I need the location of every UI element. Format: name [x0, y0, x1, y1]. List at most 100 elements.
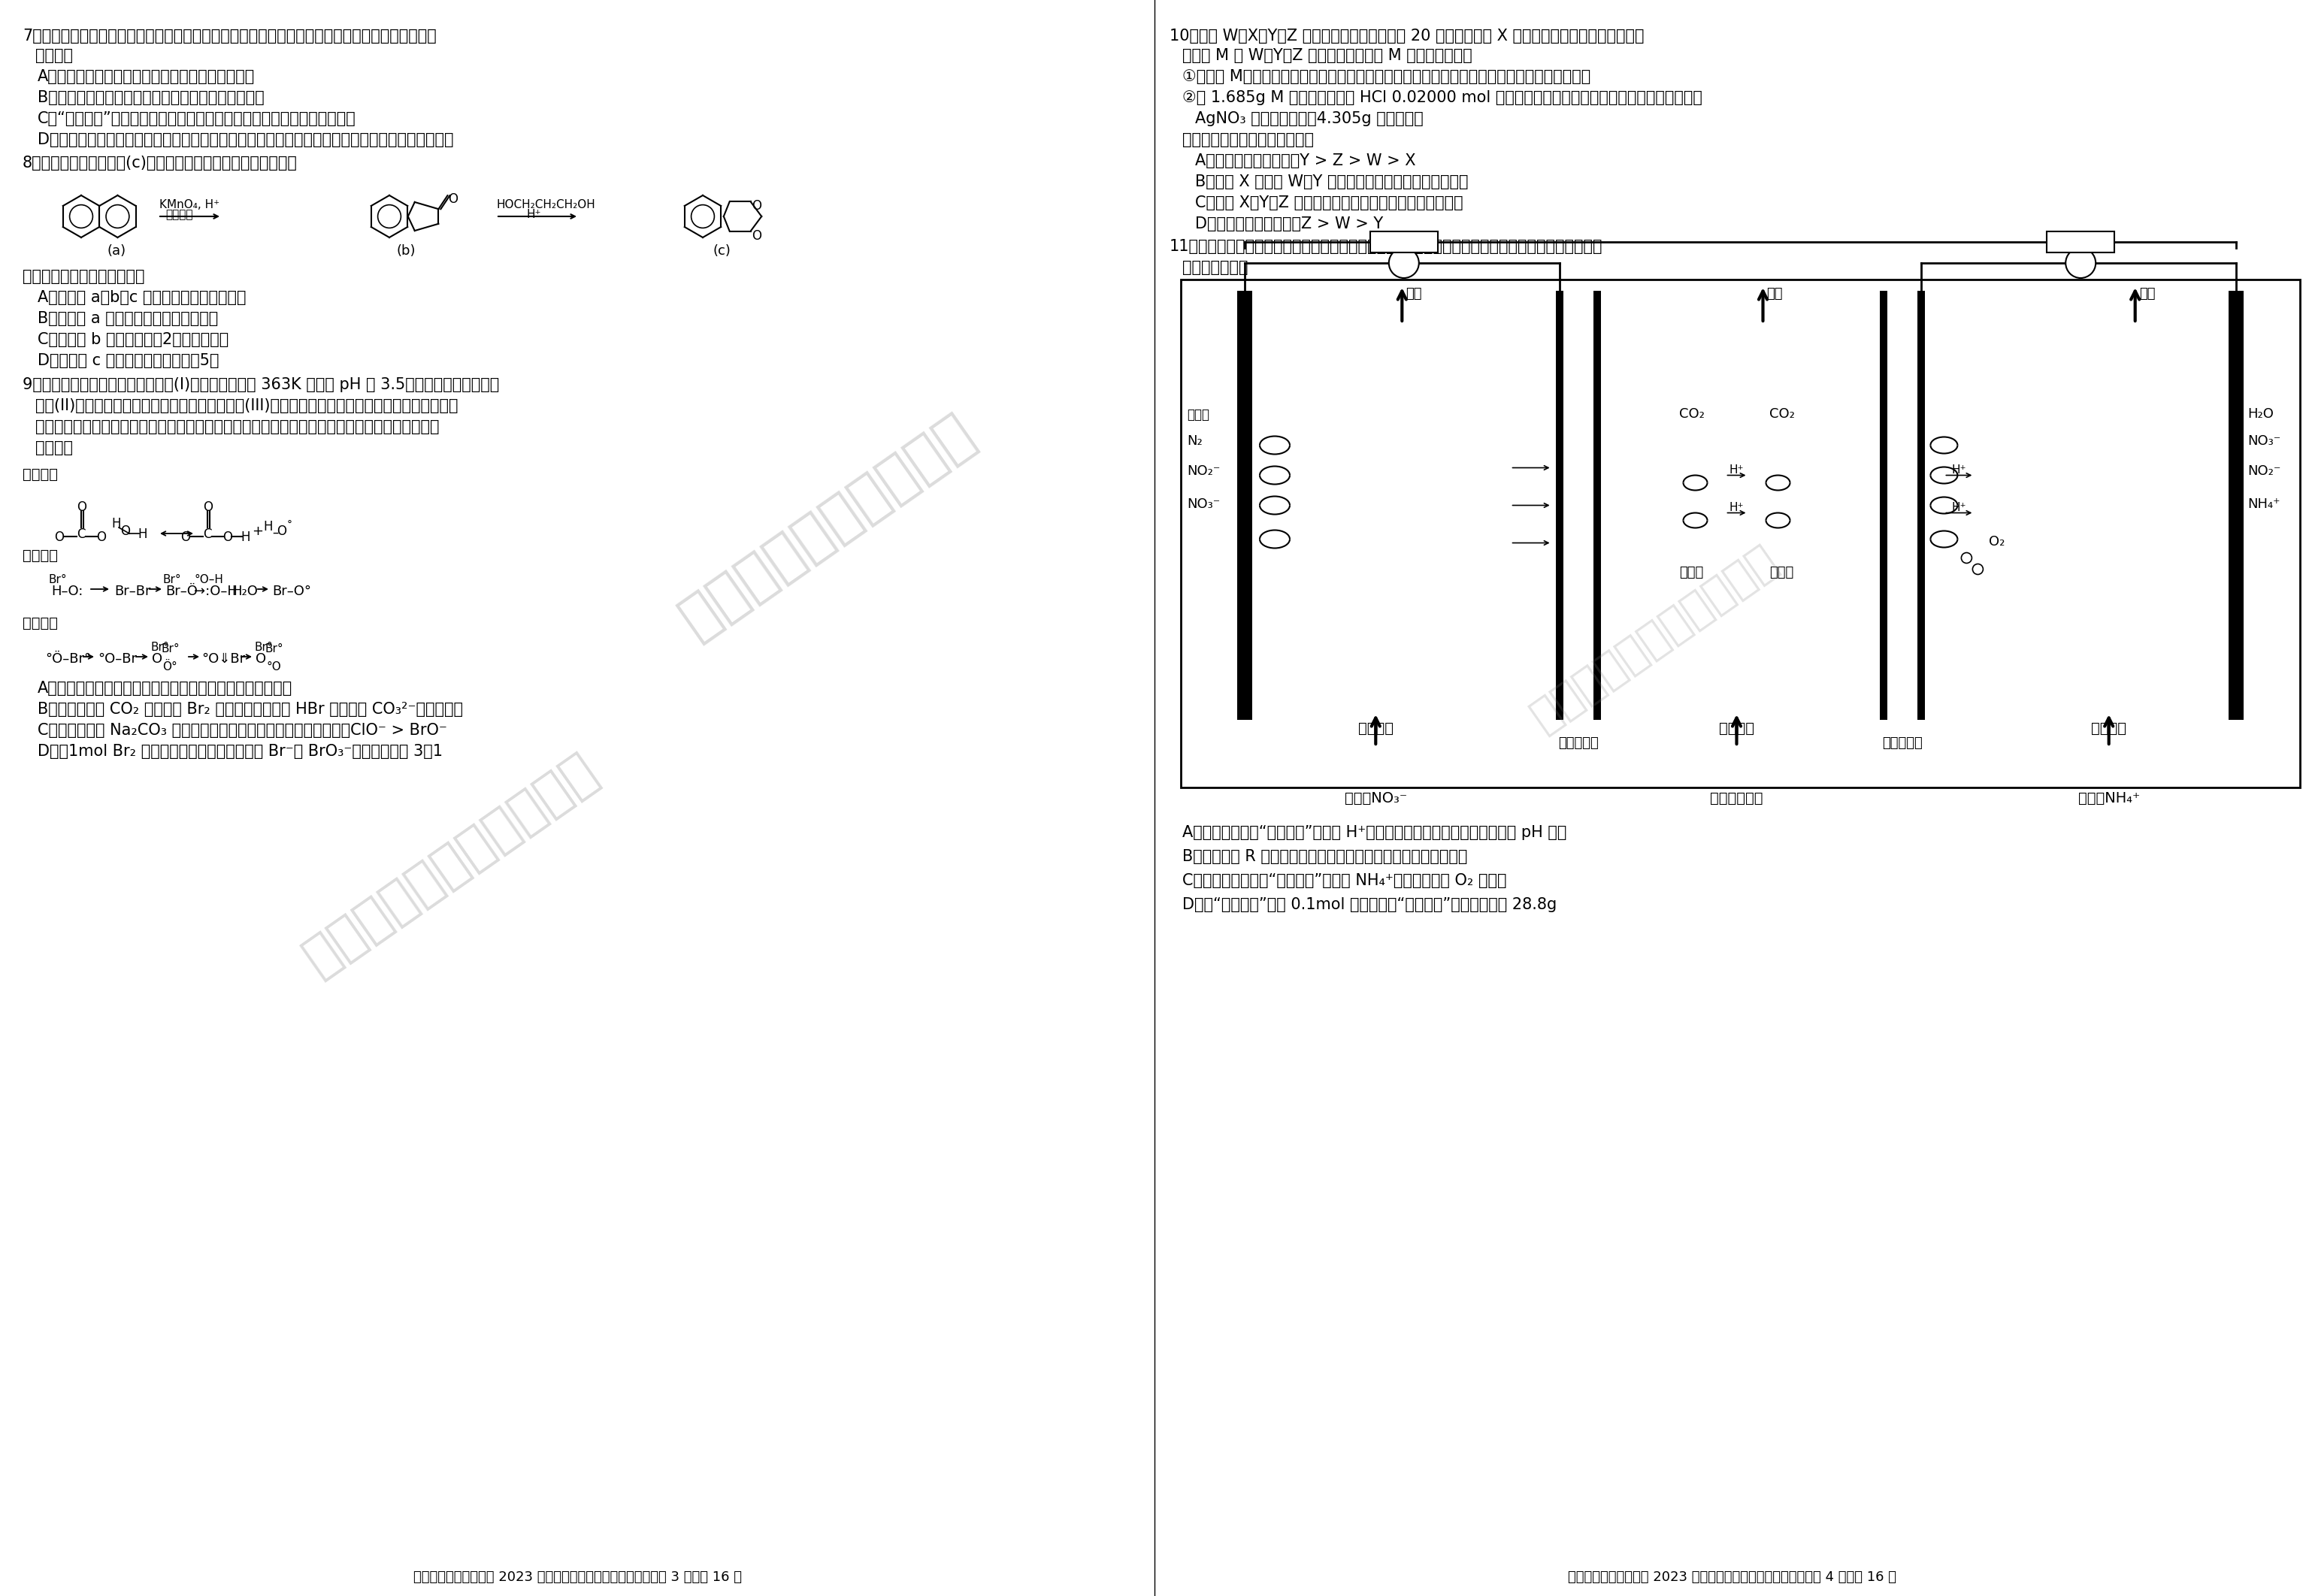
Text: KMnO₄, H⁺: KMnO₄, H⁺	[159, 200, 219, 211]
Text: O: O	[76, 501, 85, 514]
Text: →:O–H: →:O–H	[194, 584, 238, 598]
Text: 第三步：: 第三步：	[23, 616, 58, 630]
Text: O: O	[152, 653, 162, 666]
Text: A．玻璃钒中的主要成分玻璃纤维是无机非金属材料: A．玻璃钒中的主要成分玻璃纤维是无机非金属材料	[37, 69, 254, 85]
Text: O: O	[277, 525, 286, 538]
Text: O: O	[203, 501, 212, 514]
Text: H₂O: H₂O	[231, 584, 259, 598]
Text: NO₂⁻: NO₂⁻	[1187, 464, 1219, 477]
Text: C: C	[203, 528, 212, 541]
Text: H⁺: H⁺	[1729, 503, 1743, 514]
Text: ①取适量 M，加水完全溶解，无气体产生；进行焊色反应，透过蓝色钑玻璃观察到火焊呈紫色；: ①取适量 M，加水完全溶解，无气体产生；进行焊色反应，透过蓝色钑玻璃观察到火焊呈…	[1182, 69, 1591, 85]
Text: 第一步：: 第一步：	[23, 468, 58, 482]
Text: （　　）: （ ）	[35, 48, 74, 64]
Text: D．核酸是生物体遗传信息的载体，通过红外光谱仪可检测其结构中存在单键、双键、氢键等化学键: D．核酸是生物体遗传信息的载体，通过红外光谱仪可检测其结构中存在单键、双键、氢键…	[37, 132, 453, 147]
Text: °O–H: °O–H	[194, 575, 224, 586]
Text: (b): (b)	[397, 244, 416, 257]
Text: A．电池工作时，“厌氧阳极”产生的 H⁺会向左右两个阴极移动，导致阳极区 pH 增大: A．电池工作时，“厌氧阳极”产生的 H⁺会向左右两个阴极移动，导致阳极区 pH …	[1182, 825, 1568, 839]
Text: 来；(II)再用空气把滨吹出并用碳酸鑙溶液吸收；(III)最后再用票酸酸化，单质滨又从溶液中析出。: 来；(II)再用空气把滨吹出并用碳酸鑙溶液吸收；(III)最后再用票酸酸化，单质…	[35, 399, 457, 413]
Text: A．由反应机理可知整个反应过程只涉及极性键的断裂和形成: A．由反应机理可知整个反应过程只涉及极性键的断裂和形成	[37, 681, 293, 696]
Text: °O: °O	[266, 661, 282, 672]
Text: B．若两电阻 R 相同，则电池工作时，两电压表的读数可能不相同: B．若两电阻 R 相同，则电池工作时，两电压表的读数可能不相同	[1182, 849, 1469, 863]
Text: A．化合物 a、b、c 均能使酸性高锶酸钙褂色: A．化合物 a、b、c 均能使酸性高锶酸钙褂色	[37, 290, 247, 305]
Text: C: C	[76, 528, 85, 541]
Text: D．化合物 c 中环上的一氯代物共有5种: D．化合物 c 中环上的一氯代物共有5种	[37, 353, 219, 369]
Text: 一定条件: 一定条件	[166, 209, 192, 220]
Text: H–O:: H–O:	[51, 584, 83, 598]
Text: C．化合物 b 完全氢化后有2个手性碳原子: C．化合物 b 完全氢化后有2个手性碳原子	[37, 332, 229, 348]
Text: D．刷1mol Br₂ 完全参与上述反应后，产生的 Br⁻与 BrO₃⁻的个数之比为 3：1: D．刷1mol Br₂ 完全参与上述反应后，产生的 Br⁻与 BrO₃⁻的个数之…	[37, 744, 443, 760]
Text: ②取 1.685g M 溶于水，加入含 HCl 0.02000 mol 的盐酸恰好中和；中和后的溶液与硝酸酸化的过量: ②取 1.685g M 溶于水，加入含 HCl 0.02000 mol 的盐酸恰…	[1182, 89, 1702, 105]
Text: 进水：NO₃⁻: 进水：NO₃⁻	[1344, 792, 1406, 806]
Text: O₂: O₂	[1988, 535, 2004, 549]
Text: H: H	[263, 520, 272, 533]
Text: 生物膜: 生物膜	[1187, 407, 1210, 421]
Text: 第二步：: 第二步：	[23, 549, 58, 563]
Text: B．反应产生的 CO₂ 主要是由 Br₂ 在水溶液中产生的 HBr 与溶液中 CO₃²⁻反应生成的: B．反应产生的 CO₂ 主要是由 Br₂ 在水溶液中产生的 HBr 与溶液中 C…	[37, 702, 464, 717]
Text: HOCH₂CH₂CH₂OH: HOCH₂CH₂CH₂OH	[496, 200, 596, 211]
Text: V: V	[2076, 257, 2085, 270]
Text: H⁺: H⁺	[526, 209, 540, 220]
Text: （　　）: （ ）	[35, 440, 74, 455]
Text: 葡萄糖: 葡萄糖	[1769, 565, 1794, 579]
Text: Br°: Br°	[266, 643, 284, 654]
Text: Br°: Br°	[150, 642, 169, 653]
Text: H⁺: H⁺	[1951, 503, 1967, 514]
Text: AgNO₃ 溶液反应，得到4.305g 白色沉淠。: AgNO₃ 溶液反应，得到4.305g 白色沉淠。	[1196, 112, 1422, 126]
Text: °: °	[286, 520, 293, 530]
Text: O: O	[53, 530, 65, 544]
Bar	[1556, 290, 1563, 720]
Text: C．对比氯气与 Na₂CO₃ 溶液的反应，常温下在碱性溶液的稳定性：ClO⁻ > BrO⁻: C．对比氯气与 Na₂CO₃ 溶液的反应，常温下在碱性溶液的稳定性：ClO⁻ >…	[37, 723, 448, 737]
Text: R: R	[2076, 235, 2085, 249]
Text: Br°: Br°	[254, 642, 272, 653]
Bar	[1593, 290, 1600, 720]
Text: 质子交换膜: 质子交换膜	[1882, 736, 1923, 750]
Text: 厌氧阳极: 厌氧阳极	[1718, 721, 1755, 736]
Text: Ö°: Ö°	[162, 661, 178, 672]
Bar	[1880, 290, 1889, 720]
Text: C．该电池工作时，“好氧阴极”区存在 NH₄⁺和电极之间对 O₂ 的竞争: C．该电池工作时，“好氧阴极”区存在 NH₄⁺和电极之间对 O₂ 的竞争	[1182, 873, 1508, 887]
Text: 7．化学与生产生活、能源、航空航天、医疗健康等诸多领域的需求密切相关。下列说法不正确的是: 7．化学与生产生活、能源、航空航天、医疗健康等诸多领域的需求密切相关。下列说法不…	[23, 29, 436, 43]
Text: 出水: 出水	[1766, 287, 1783, 300]
Text: O: O	[256, 653, 266, 666]
Circle shape	[1388, 247, 1420, 278]
Bar	[2046, 231, 2115, 252]
Text: CO₂: CO₂	[1769, 407, 1794, 421]
Bar	[1919, 290, 1926, 720]
Text: 11．一种双阴极微生物燃料电池装置如图所示，该装置可以同时进行砐化和反砐化脱氮，下列叙述不正: 11．一种双阴极微生物燃料电池装置如图所示，该装置可以同时进行砐化和反砐化脱氮，…	[1171, 239, 1602, 254]
Text: °O–Br: °O–Br	[97, 653, 136, 666]
Text: N₂: N₂	[1187, 434, 1203, 447]
Text: 好氧阴极: 好氧阴极	[2092, 721, 2127, 736]
Text: 微信搜索「高考小知道」: 微信搜索「高考小知道」	[1522, 538, 1785, 739]
Text: Br–O°: Br–O°	[272, 584, 312, 598]
Text: O: O	[448, 193, 457, 206]
Text: C．元素 X、Y、Z 最高价氧化物的水化物之间可以相互反应: C．元素 X、Y、Z 最高价氧化物的水化物之间可以相互反应	[1196, 195, 1464, 211]
Text: O: O	[97, 530, 106, 544]
Text: H⁺: H⁺	[1729, 464, 1743, 476]
Text: H: H	[139, 528, 148, 541]
Text: A．简单离子半径大小：Y > Z > W > X: A．简单离子半径大小：Y > Z > W > X	[1196, 153, 1415, 168]
Text: NO₂⁻: NO₂⁻	[2247, 464, 2281, 477]
Text: NH₄⁺: NH₄⁺	[2247, 498, 2279, 511]
Text: 出水: 出水	[1406, 287, 1422, 300]
Text: 江西省重点中学协作体 2023 届高三第二次联考理科综合试卷　第 4 页　共 16 页: 江西省重点中学协作体 2023 届高三第二次联考理科综合试卷 第 4 页 共 1…	[1568, 1570, 1896, 1583]
Text: H₂O: H₂O	[2247, 407, 2274, 421]
Text: C．“娥娥五号”探测器配置睷化顡太阳能电池，能将太阳能直接转化为电能: C．“娥娥五号”探测器配置睷化顡太阳能电池，能将太阳能直接转化为电能	[37, 112, 356, 126]
Text: 出水: 出水	[2138, 287, 2154, 300]
Text: O: O	[753, 230, 762, 243]
Text: R: R	[1399, 235, 1408, 249]
Text: NO₃⁻: NO₃⁻	[1187, 498, 1219, 511]
Text: V: V	[1399, 257, 1408, 270]
Text: 葡萄糖: 葡萄糖	[1679, 565, 1704, 579]
Text: 9．工业上从海水中制滨的步骤为：(I)先把盐卤加热到 363K 后控制 pH 为 3.5，通入氯气把滨置换出: 9．工业上从海水中制滨的步骤为：(I)先把盐卤加热到 363K 后控制 pH 为…	[23, 377, 499, 393]
Bar	[2228, 290, 2244, 720]
Text: O: O	[222, 530, 233, 544]
Text: 下列说法不正确的是（　　）: 下列说法不正确的是（ ）	[23, 270, 145, 284]
Text: CO₂: CO₂	[1679, 407, 1704, 421]
Text: (c): (c)	[713, 244, 730, 257]
Text: 则下列说法不正确的是（　　）: 则下列说法不正确的是（ ）	[1182, 132, 1314, 147]
Text: H: H	[111, 517, 120, 530]
Text: –: –	[272, 527, 279, 539]
Text: 第一时间获取最新资料: 第一时间获取最新资料	[670, 404, 984, 648]
Text: NO₃⁻: NO₃⁻	[2247, 434, 2281, 447]
